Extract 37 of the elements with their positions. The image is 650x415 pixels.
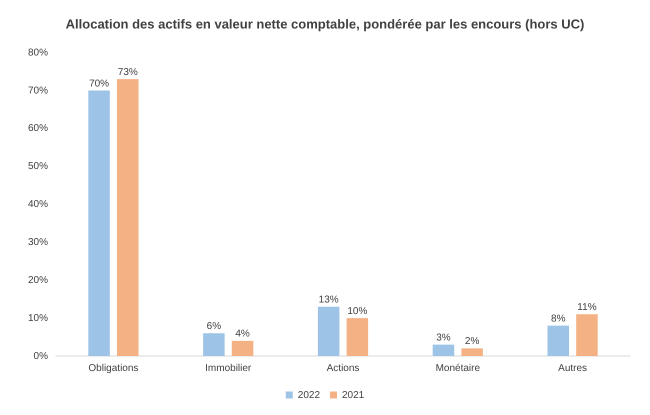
bar <box>117 79 139 356</box>
y-tick-label: 20% <box>28 274 48 286</box>
x-tick-label: Actions <box>326 362 360 374</box>
data-label: 11% <box>577 302 597 314</box>
bar <box>318 306 340 356</box>
y-tick-label: 30% <box>28 236 48 248</box>
data-label: 2% <box>464 336 480 348</box>
bar <box>88 90 110 356</box>
data-label: 10% <box>347 306 368 317</box>
data-label: 6% <box>206 320 222 332</box>
data-label: 73% <box>118 66 138 78</box>
x-tick-label: Immobilier <box>205 362 252 374</box>
legend-label: 2022 <box>298 390 320 401</box>
bar <box>547 326 570 356</box>
bar <box>461 348 483 356</box>
y-tick-label: 0% <box>34 350 48 362</box>
data-label: 70% <box>89 78 110 90</box>
bar <box>346 318 368 356</box>
chart-title: Allocation des actifs en valeur nette comptable, pondérée par les encours (hors UC) <box>66 16 584 32</box>
x-tick-label: Autres <box>558 362 588 374</box>
y-tick-label: 80% <box>28 47 48 58</box>
bar <box>232 340 254 356</box>
bar <box>203 333 225 356</box>
bar <box>576 314 598 356</box>
bar <box>432 344 454 356</box>
y-tick-label: 60% <box>28 123 48 134</box>
x-tick-label: Monétaire <box>436 362 480 374</box>
data-label: 13% <box>318 294 339 306</box>
y-tick-label: 40% <box>28 199 48 210</box>
legend-label: 2021 <box>342 390 365 401</box>
y-tick-label: 50% <box>28 161 48 172</box>
data-label: 4% <box>235 328 250 340</box>
y-tick-label: 70% <box>28 85 48 96</box>
data-label: 8% <box>551 313 566 324</box>
y-tick-label: 10% <box>28 312 48 324</box>
data-label: 3% <box>436 332 451 344</box>
x-tick-label: Obligations <box>88 362 138 374</box>
